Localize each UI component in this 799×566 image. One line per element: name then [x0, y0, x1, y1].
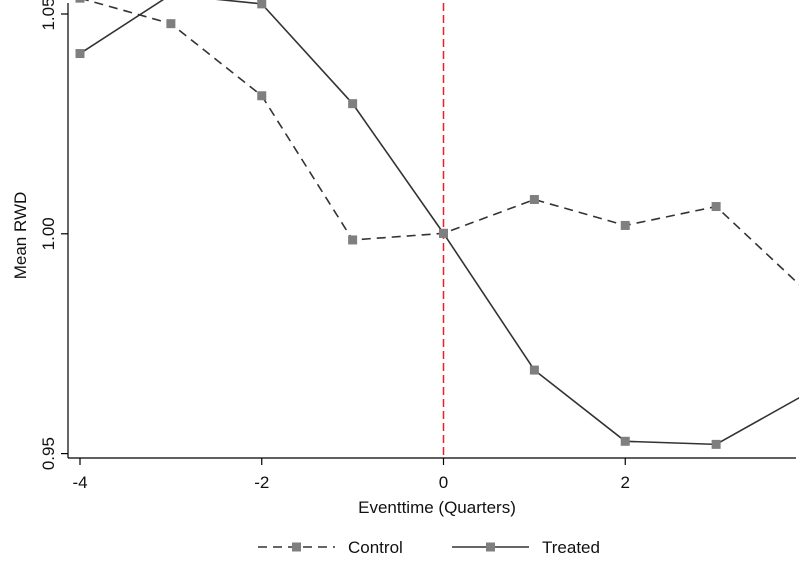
x-tick-label: -2: [254, 473, 269, 492]
legend-label-control: Control: [348, 538, 403, 557]
y-tick-label: 0.95: [39, 437, 58, 470]
x-axis-title: Eventtime (Quarters): [358, 498, 516, 517]
data-point-control: [620, 220, 630, 230]
x-tick-label: 0: [439, 473, 448, 492]
data-point-treated: [75, 49, 85, 59]
y-tick-label: 1.05: [39, 0, 58, 31]
legend-marker-treated: [486, 542, 495, 552]
data-point-treated: [257, 0, 267, 9]
data-point-control: [348, 235, 358, 245]
data-point-treated: [439, 228, 448, 238]
data-point-treated: [711, 439, 721, 449]
data-point-control: [166, 19, 176, 29]
y-axis-title: Mean RWD: [11, 192, 30, 280]
legend: Control Treated: [258, 538, 600, 557]
legend-label-treated: Treated: [542, 538, 600, 557]
data-point-treated: [348, 99, 358, 109]
data-point-control: [711, 202, 721, 212]
x-tick-label: 2: [621, 473, 630, 492]
data-point-control: [257, 91, 267, 101]
y-tick-label: 1.00: [39, 217, 58, 250]
data-point-control: [529, 195, 539, 205]
data-point-control: [75, 0, 85, 3]
data-point-treated: [529, 365, 539, 375]
plot-area: [75, 0, 799, 458]
data-point-treated: [620, 436, 630, 446]
x-tick-label: -4: [72, 473, 87, 492]
legend-marker-control: [292, 542, 301, 552]
